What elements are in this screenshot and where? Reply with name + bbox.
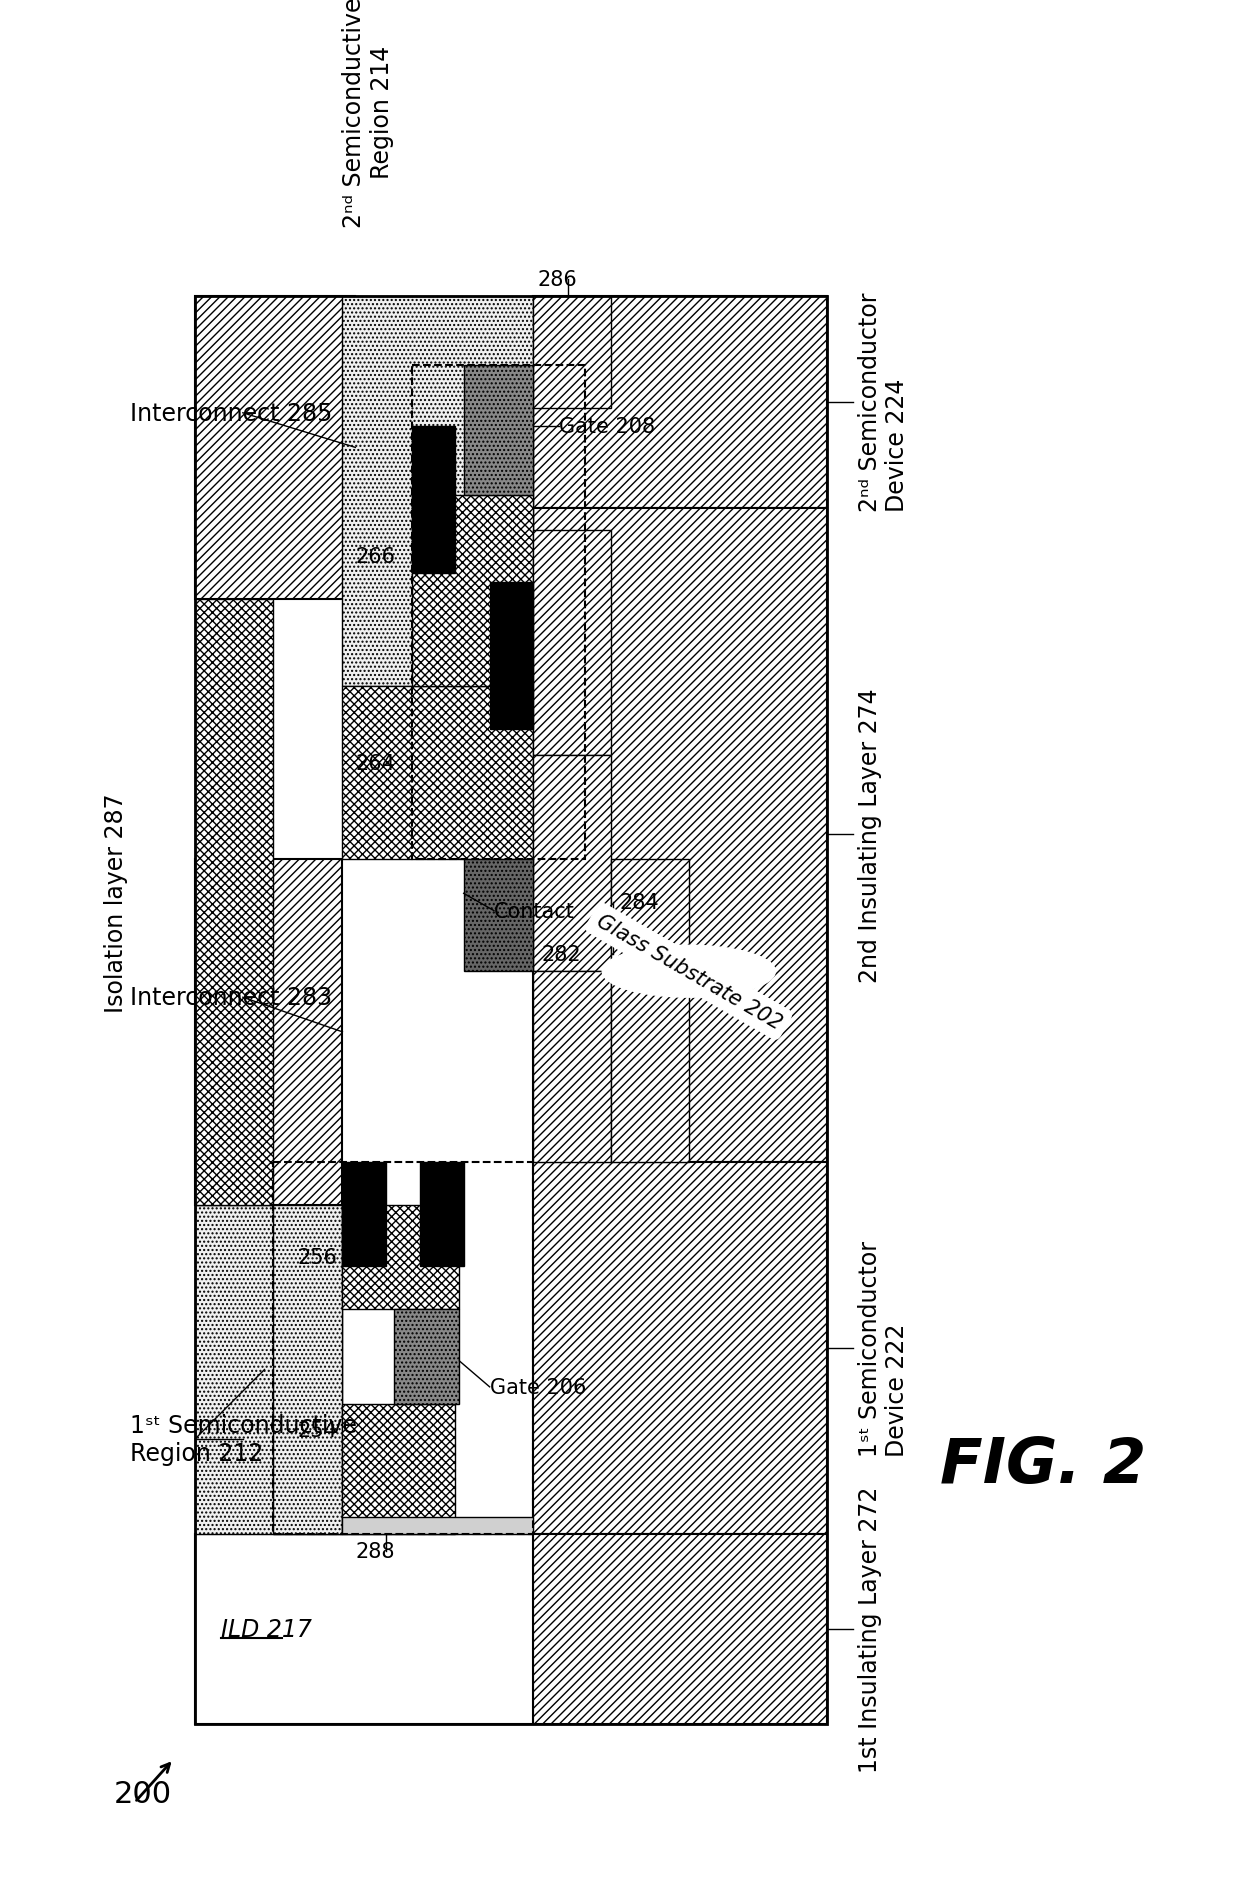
Bar [195, 1205, 342, 1534]
Text: FIG. 2: FIG. 2 [940, 1436, 1146, 1494]
Text: Gate 208: Gate 208 [559, 417, 655, 436]
Bar [533, 297, 827, 508]
Bar [342, 1162, 386, 1266]
Bar [412, 495, 533, 686]
Text: 1st Insulating Layer 272: 1st Insulating Layer 272 [858, 1487, 882, 1772]
Bar [490, 582, 533, 729]
Text: 2ⁿᵈ Semiconductor
Device 224: 2ⁿᵈ Semiconductor Device 224 [858, 293, 909, 512]
Text: 1ˢᵗ Semiconductive
Region 212: 1ˢᵗ Semiconductive Region 212 [130, 1413, 357, 1464]
Bar [342, 686, 533, 859]
Bar [342, 1404, 455, 1534]
Text: 284: 284 [620, 892, 660, 912]
Bar [464, 366, 533, 495]
Text: 264: 264 [356, 754, 396, 774]
Text: 2ⁿᵈ Semiconductive
Region 214: 2ⁿᵈ Semiconductive Region 214 [342, 0, 394, 227]
Text: 200: 200 [114, 1779, 172, 1808]
Bar [412, 427, 455, 574]
Bar [195, 297, 827, 1725]
Text: 266: 266 [356, 546, 396, 567]
Bar [611, 859, 688, 1162]
Text: 254: 254 [298, 1421, 337, 1439]
Bar [342, 297, 533, 686]
Ellipse shape [603, 946, 775, 997]
Bar [394, 1309, 459, 1404]
Bar [533, 297, 611, 410]
Bar [533, 1534, 827, 1725]
Bar [273, 1205, 342, 1534]
Bar [533, 531, 611, 756]
Text: 256: 256 [298, 1247, 337, 1268]
Bar [464, 859, 533, 971]
Bar [195, 1534, 533, 1725]
Text: 286: 286 [537, 270, 577, 289]
Text: Gate 206: Gate 206 [490, 1377, 587, 1398]
Bar [533, 971, 611, 1162]
Bar [533, 756, 611, 971]
Bar [533, 508, 827, 1162]
Bar [273, 1162, 533, 1534]
Text: Interconnect 283: Interconnect 283 [130, 986, 332, 1011]
Bar [420, 1162, 464, 1266]
Bar [195, 599, 273, 1205]
Bar [533, 1162, 827, 1534]
Text: Glass Substrate 202: Glass Substrate 202 [593, 910, 785, 1033]
Text: 288: 288 [356, 1541, 394, 1562]
Text: 2nd Insulating Layer 274: 2nd Insulating Layer 274 [858, 688, 882, 982]
Text: 1ˢᵗ Semiconductor
Device 222: 1ˢᵗ Semiconductor Device 222 [858, 1241, 909, 1456]
Bar [412, 366, 585, 859]
Text: Isolation layer 287: Isolation layer 287 [104, 793, 128, 1013]
Text: Interconnect 285: Interconnect 285 [130, 402, 332, 425]
Bar [342, 1205, 459, 1309]
Bar [195, 859, 342, 1205]
Bar [342, 1517, 533, 1534]
Text: ILD 217: ILD 217 [221, 1617, 312, 1642]
Bar [195, 297, 356, 599]
Text: 282: 282 [542, 944, 582, 965]
Text: Contact: Contact [494, 901, 575, 922]
